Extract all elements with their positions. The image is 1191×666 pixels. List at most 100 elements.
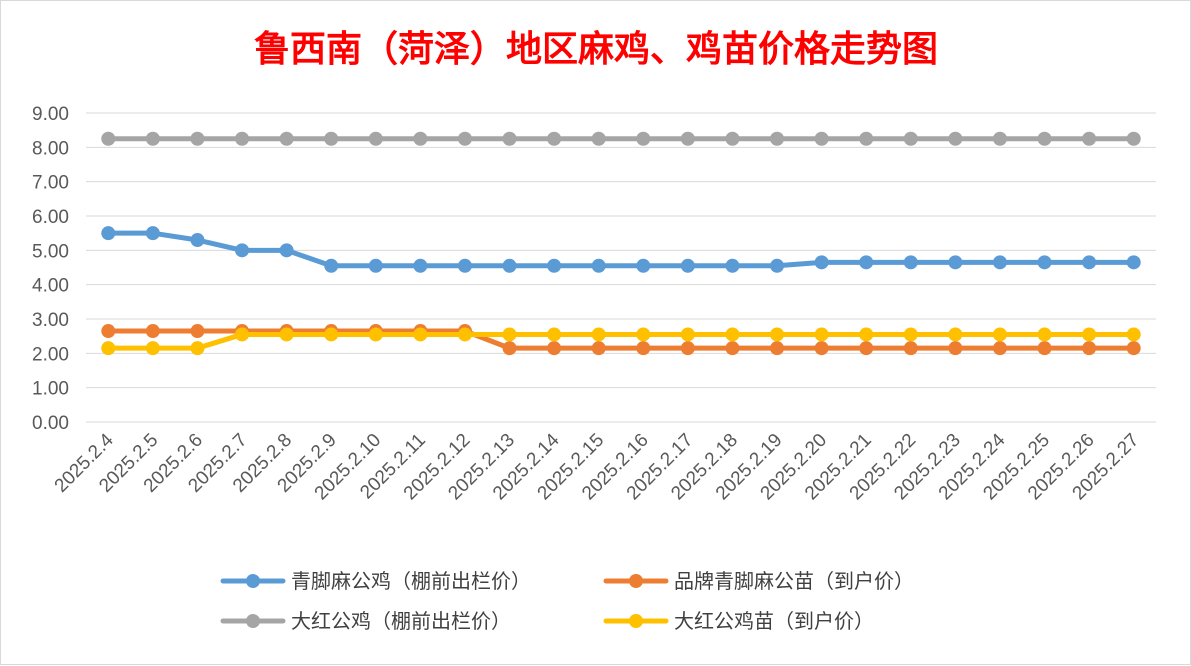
data-point xyxy=(547,131,562,146)
legend-label: 大红公鸡苗（到户价） xyxy=(674,609,874,633)
series-1 xyxy=(101,324,1141,356)
data-point xyxy=(190,233,205,248)
data-point xyxy=(324,131,339,146)
data-point xyxy=(324,327,339,342)
data-point xyxy=(190,341,205,356)
legend-label: 大红公鸡（棚前出栏价） xyxy=(291,609,511,633)
data-point xyxy=(814,327,829,342)
data-point xyxy=(279,131,294,146)
data-point xyxy=(457,131,472,146)
data-point xyxy=(101,341,116,356)
data-point xyxy=(770,341,785,356)
series-line xyxy=(105,328,1137,351)
y-tick-label: 3.00 xyxy=(32,310,69,331)
y-tick-label: 2.00 xyxy=(32,344,69,365)
data-point xyxy=(859,327,874,342)
legend-item: 大红公鸡苗（到户价） xyxy=(603,609,874,633)
data-point xyxy=(680,327,695,342)
data-point xyxy=(948,131,963,146)
data-point xyxy=(279,243,294,258)
data-point xyxy=(324,258,339,273)
data-point xyxy=(145,131,160,146)
data-point xyxy=(992,131,1007,146)
data-point xyxy=(948,255,963,270)
data-point xyxy=(502,258,517,273)
data-point xyxy=(145,341,160,356)
data-point xyxy=(591,327,606,342)
data-point xyxy=(1037,327,1052,342)
data-point xyxy=(145,324,160,339)
legend-marker xyxy=(629,574,643,588)
legend-label: 青脚麻公鸡（棚前出栏价） xyxy=(291,569,531,593)
data-point xyxy=(903,327,918,342)
legend-marker xyxy=(629,614,643,628)
data-point xyxy=(770,131,785,146)
data-point xyxy=(636,131,651,146)
data-point xyxy=(680,131,695,146)
legend-item: 大红公鸡（棚前出栏价） xyxy=(220,609,511,633)
data-point xyxy=(992,255,1007,270)
data-point xyxy=(190,131,205,146)
data-point xyxy=(992,327,1007,342)
data-point xyxy=(235,131,250,146)
data-point xyxy=(368,258,383,273)
legend-marker xyxy=(246,614,260,628)
data-point xyxy=(547,341,562,356)
y-tick-label: 7.00 xyxy=(32,173,69,194)
data-point xyxy=(502,327,517,342)
data-point xyxy=(368,131,383,146)
series-layer xyxy=(101,131,1141,356)
data-point xyxy=(235,327,250,342)
data-point xyxy=(1126,131,1141,146)
data-point xyxy=(992,341,1007,356)
data-point xyxy=(814,341,829,356)
data-point xyxy=(859,341,874,356)
legend-item: 品牌青脚麻公苗（到户价） xyxy=(603,569,914,593)
y-tick-label: 4.00 xyxy=(32,276,69,297)
data-point xyxy=(1037,255,1052,270)
data-point xyxy=(502,131,517,146)
y-tick-label: 8.00 xyxy=(32,138,69,159)
data-point xyxy=(457,327,472,342)
legend-label: 品牌青脚麻公苗（到户价） xyxy=(674,569,914,593)
y-tick-label: 1.00 xyxy=(32,379,69,400)
data-point xyxy=(859,255,874,270)
data-point xyxy=(1126,255,1141,270)
data-point xyxy=(101,131,116,146)
series-0 xyxy=(101,226,1141,273)
y-axis-ticks: 0.00 1.00 2.00 3.00 4.00 5.00 6.00 7.00 8.00 9.00 xyxy=(32,104,69,434)
series-2 xyxy=(101,131,1141,146)
data-point xyxy=(547,258,562,273)
data-point xyxy=(368,327,383,342)
data-point xyxy=(1126,327,1141,342)
data-point xyxy=(413,258,428,273)
data-point xyxy=(1082,341,1097,356)
data-point xyxy=(413,327,428,342)
data-point xyxy=(1082,327,1097,342)
data-point xyxy=(502,341,517,356)
data-point xyxy=(948,327,963,342)
series-line xyxy=(105,230,1137,269)
data-point xyxy=(725,341,740,356)
data-point xyxy=(725,131,740,146)
data-point xyxy=(591,131,606,146)
chart-title: 鲁西南（菏泽）地区麻鸡、鸡苗价格走势图 xyxy=(254,28,938,70)
data-point xyxy=(547,327,562,342)
data-point xyxy=(101,226,116,241)
data-point xyxy=(235,243,250,258)
data-point xyxy=(903,131,918,146)
y-tick-label: 5.00 xyxy=(32,241,69,262)
data-point xyxy=(457,258,472,273)
data-point xyxy=(1126,341,1141,356)
data-point xyxy=(279,327,294,342)
data-point xyxy=(948,341,963,356)
data-point xyxy=(1082,131,1097,146)
data-point xyxy=(770,327,785,342)
data-point xyxy=(903,341,918,356)
data-point xyxy=(814,131,829,146)
data-point xyxy=(1037,341,1052,356)
data-point xyxy=(725,327,740,342)
data-point xyxy=(591,258,606,273)
